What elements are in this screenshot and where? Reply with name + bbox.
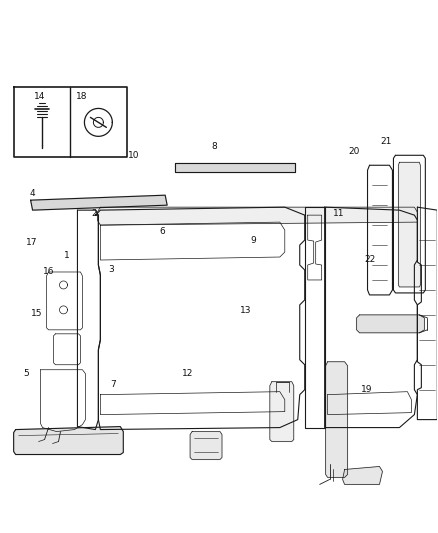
Polygon shape (270, 382, 294, 441)
Text: 8: 8 (212, 142, 218, 151)
Polygon shape (175, 163, 295, 172)
Text: 20: 20 (349, 147, 360, 156)
Text: 19: 19 (361, 385, 372, 394)
Text: 10: 10 (128, 151, 140, 160)
Polygon shape (14, 426, 124, 455)
Text: 9: 9 (250, 237, 256, 246)
Text: 5: 5 (23, 369, 29, 378)
Polygon shape (31, 195, 167, 210)
Text: 6: 6 (159, 228, 165, 237)
Polygon shape (190, 432, 222, 459)
Text: 12: 12 (182, 369, 193, 378)
Text: 16: 16 (43, 268, 54, 276)
Polygon shape (357, 315, 424, 333)
Text: 4: 4 (29, 189, 35, 198)
Text: 14: 14 (34, 92, 46, 101)
Text: 1: 1 (64, 252, 70, 260)
Text: 21: 21 (380, 137, 392, 146)
Text: 11: 11 (333, 209, 345, 218)
Polygon shape (343, 466, 382, 484)
Text: 22: 22 (364, 255, 375, 263)
Text: 3: 3 (108, 265, 113, 273)
Polygon shape (399, 162, 420, 287)
Text: 15: 15 (31, 309, 42, 318)
Text: 18: 18 (76, 92, 87, 101)
Text: 2: 2 (92, 209, 97, 218)
Text: 7: 7 (110, 380, 116, 389)
Text: 17: 17 (26, 238, 38, 247)
Text: 13: 13 (240, 305, 252, 314)
Polygon shape (326, 362, 348, 478)
Polygon shape (97, 207, 417, 225)
